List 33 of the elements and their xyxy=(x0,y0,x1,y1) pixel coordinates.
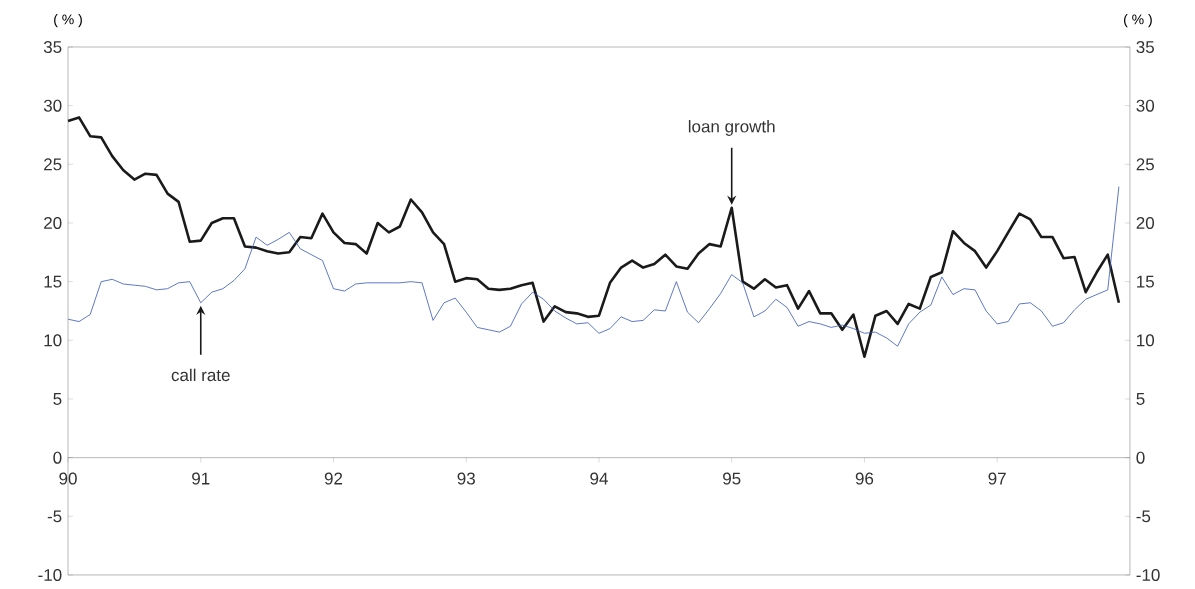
x-tick-label: 96 xyxy=(855,472,874,485)
y2-tick-label: 30 xyxy=(1136,99,1155,112)
y-tick-label: 20 xyxy=(44,216,62,230)
x-tick-label: 91 xyxy=(192,472,210,485)
y-tick-label: -5 xyxy=(47,510,62,523)
y-tick-label: 5 xyxy=(53,393,62,405)
x-tick-label: 92 xyxy=(324,472,343,485)
x-tick-label: 90 xyxy=(59,472,77,485)
y-tick-label: 15 xyxy=(44,275,62,288)
y2-axis-title: ( % ) xyxy=(1124,14,1152,28)
y-axis-title: ( % ) xyxy=(54,14,82,28)
y2-tick-label: -5 xyxy=(1136,510,1151,523)
x-tick-label: 93 xyxy=(457,472,475,485)
line-series xyxy=(66,116,1121,359)
y2-tick-label: 5 xyxy=(1136,393,1145,405)
y2-tick-label: 25 xyxy=(1136,158,1154,171)
y-tick-label: 25 xyxy=(44,158,62,171)
y2-tick-label: 15 xyxy=(1137,275,1154,288)
y2-tick-label: 35 xyxy=(1136,40,1154,54)
annotation: loan growth xyxy=(688,120,775,136)
y2-tick-label: -10 xyxy=(1136,568,1160,582)
x-tick-label: 95 xyxy=(723,472,741,485)
y-tick-label: 0 xyxy=(53,451,62,464)
y2-tick-label: 10 xyxy=(1137,334,1155,347)
y-tick-label: 35 xyxy=(43,40,62,54)
y-tick-label: 10 xyxy=(44,334,62,347)
y-tick-label: -10 xyxy=(38,568,62,582)
y-tick-label: 30 xyxy=(43,99,62,112)
y2-tick-label: 20 xyxy=(1136,216,1155,230)
x-tick-label: 94 xyxy=(590,472,608,485)
y2-tick-label: 0 xyxy=(1136,451,1145,464)
annotation: call rate xyxy=(171,368,230,382)
x-tick-label: 97 xyxy=(988,472,1006,485)
